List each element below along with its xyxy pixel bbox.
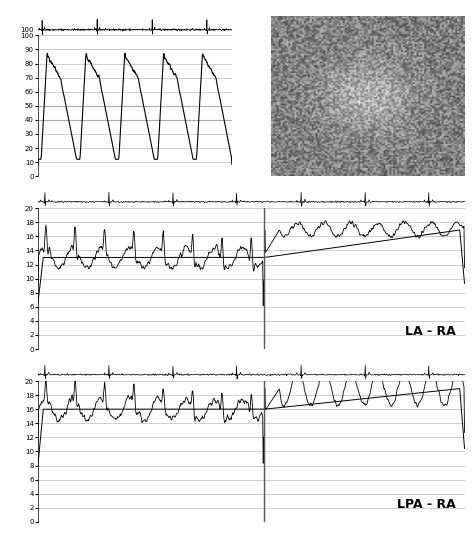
- Text: LPA - RA: LPA - RA: [397, 498, 456, 511]
- Text: 100: 100: [20, 26, 34, 32]
- Text: LA - RA: LA - RA: [405, 325, 456, 338]
